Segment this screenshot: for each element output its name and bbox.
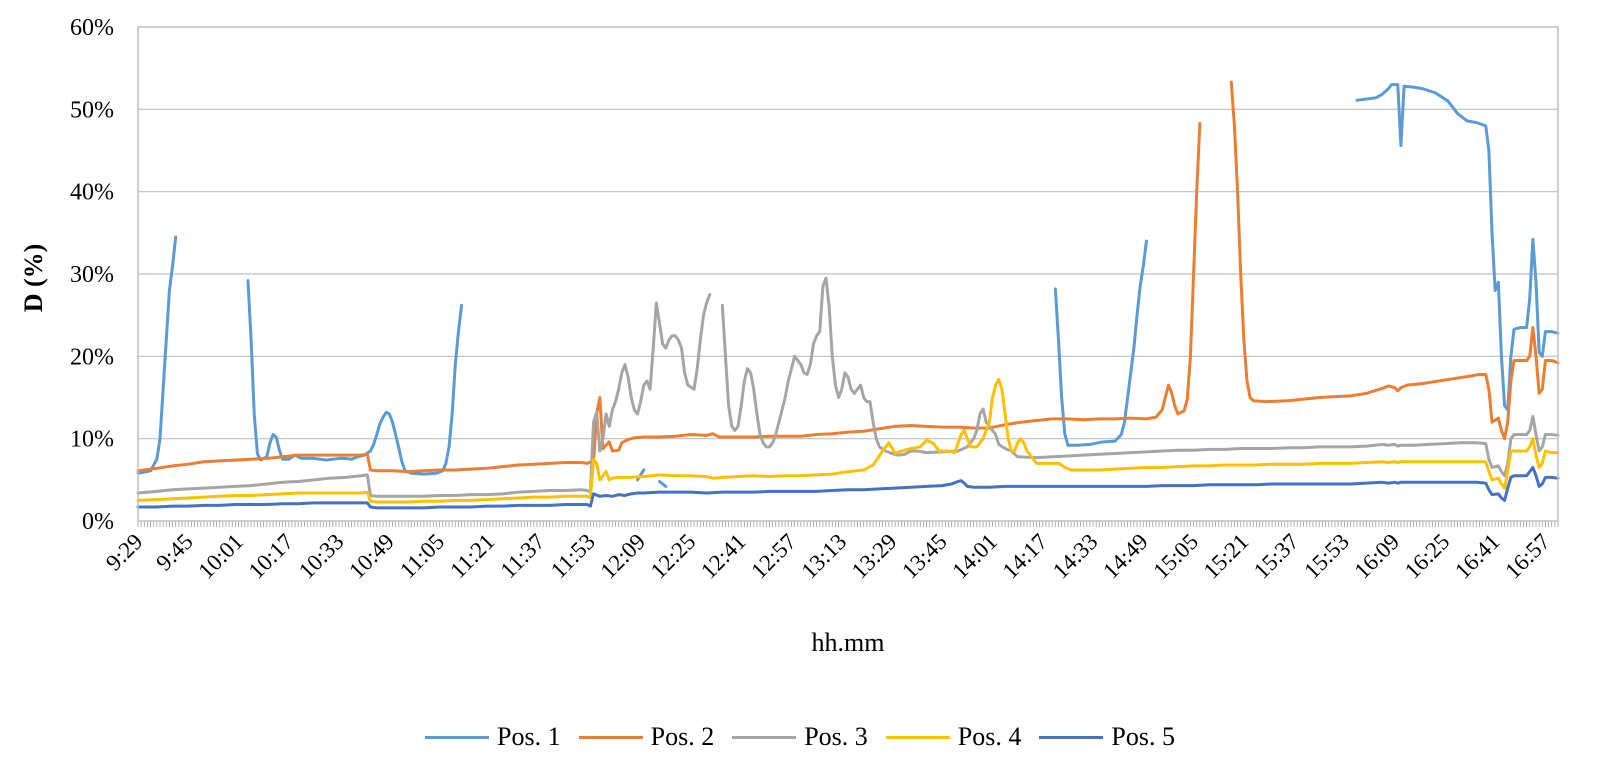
x-tick-label: 9:29 — [101, 529, 148, 576]
series-line — [136, 465, 1560, 510]
y-tick-label: 10% — [70, 427, 114, 453]
series-line — [136, 121, 1202, 474]
legend-swatch — [425, 735, 490, 739]
x-tick-label: 16:41 — [1450, 529, 1505, 584]
legend-entry: Pos. 5 — [1039, 722, 1175, 752]
legend-entry: Pos. 4 — [885, 722, 1022, 752]
legend-entry: Pos. 3 — [732, 722, 868, 752]
series-line — [1053, 239, 1148, 447]
x-tick-label: 10:01 — [193, 529, 248, 584]
series-line — [246, 279, 464, 476]
series-1 — [136, 83, 1560, 488]
legend-label: Pos. 1 — [497, 722, 561, 751]
x-minor-ticks — [137, 521, 1559, 527]
y-tick-label: 20% — [70, 344, 114, 370]
x-tick-label: 13:29 — [847, 529, 902, 584]
x-tick-label: 15:21 — [1199, 529, 1254, 584]
x-axis-title: hh.mm — [812, 628, 885, 657]
x-tick-label: 11:37 — [496, 529, 550, 583]
x-tick-label: 13:45 — [897, 529, 952, 584]
legend-entry: Pos. 2 — [578, 722, 715, 752]
series-line — [658, 479, 668, 488]
x-tick-label: 14:49 — [1098, 529, 1153, 584]
series-lines — [136, 80, 1560, 510]
y-tick-label: 40% — [70, 180, 114, 206]
x-tick-label: 9:45 — [151, 529, 198, 576]
x-tick-label: 12:57 — [746, 529, 801, 584]
x-tick-label: 14:17 — [998, 529, 1053, 584]
legend-label: Pos. 4 — [957, 722, 1022, 751]
series-line — [1355, 83, 1560, 412]
legend-label: Pos. 3 — [804, 722, 868, 751]
series-line — [136, 377, 1560, 504]
x-tick-label: 16:09 — [1349, 529, 1404, 584]
legend-swatch — [885, 735, 950, 739]
y-axis-title: D (%) — [19, 244, 48, 313]
legend-swatch — [1039, 735, 1104, 739]
x-tick-label: 11:21 — [445, 529, 499, 583]
series-2 — [136, 80, 1560, 474]
series-line — [136, 235, 178, 475]
series-3 — [136, 276, 1560, 498]
x-tick-label: 10:33 — [294, 529, 349, 584]
x-tick-label: 16:57 — [1500, 529, 1555, 584]
y-tick-label: 60% — [70, 15, 114, 41]
x-tick-label: 15:05 — [1148, 529, 1203, 584]
legend-label: Pos. 5 — [1111, 722, 1175, 751]
legend-swatch — [732, 735, 797, 739]
legend-swatch — [578, 735, 643, 739]
series-5 — [136, 465, 1560, 510]
x-axis-ticks: 9:29 9:4510:0110:1710:3310:4911:0511:2111… — [101, 521, 1559, 584]
x-tick-label: 11:05 — [395, 529, 449, 583]
x-tick-label: 13:13 — [797, 529, 852, 584]
x-tick-label: 14:01 — [947, 529, 1002, 584]
gridlines — [138, 108, 1558, 440]
series-line — [136, 293, 712, 498]
y-tick-label: 50% — [70, 97, 114, 123]
series-line — [720, 276, 1560, 478]
y-tick-label: 0% — [82, 509, 114, 535]
series-line — [636, 468, 646, 482]
x-tick-label: 15:53 — [1299, 529, 1354, 584]
y-axis-ticks: 0% 10% 20% 30% 40% 50% 60% — [70, 15, 114, 535]
plot-area-frame — [137, 26, 1559, 522]
x-tick-label: 10:17 — [244, 529, 299, 584]
x-tick-label: 12:09 — [595, 529, 650, 584]
x-tick-label: 10:49 — [344, 529, 399, 584]
legend-entry: Pos. 1 — [425, 722, 561, 752]
x-tick-label: 15:37 — [1249, 529, 1304, 584]
series-4 — [136, 377, 1560, 504]
x-tick-label: 16:25 — [1400, 529, 1455, 584]
x-tick-label: 14:33 — [1048, 529, 1103, 584]
x-tick-label: 11:53 — [546, 529, 600, 583]
legend-label: Pos. 2 — [650, 722, 715, 751]
x-tick-label: 12:25 — [646, 529, 701, 584]
series-line — [1229, 80, 1560, 441]
legend: Pos. 1 Pos. 2 Pos. 3 Pos. 4 Pos. 5 — [0, 722, 1600, 752]
y-tick-label: 30% — [70, 262, 114, 288]
x-tick-label: 12:41 — [696, 529, 751, 584]
